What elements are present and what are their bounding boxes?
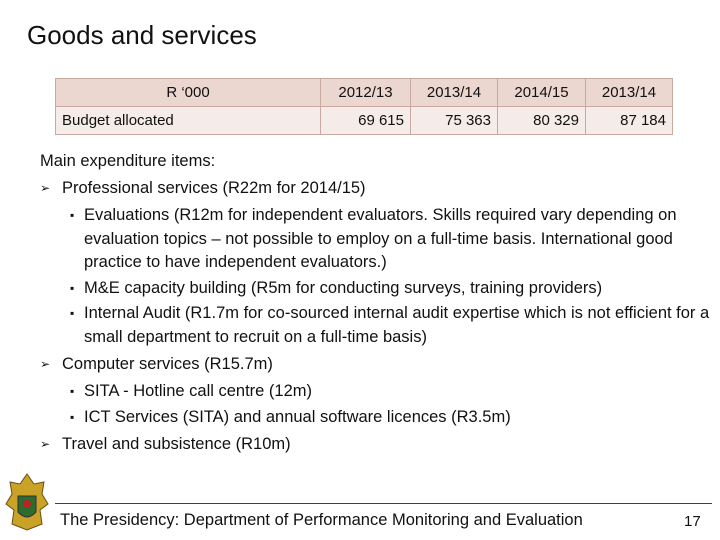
header-cell: 2012/13	[320, 78, 411, 107]
table-header: R ‘000 2012/13 2013/14 2014/15 2013/14	[55, 78, 673, 107]
intro: Main expenditure items:	[40, 152, 216, 170]
sub-bullet: ICT Services (SITA) and annual software …	[40, 406, 712, 430]
footer-rule	[55, 503, 712, 504]
sub-bullet: Evaluations (R12m for independent evalua…	[40, 204, 712, 275]
cell: 87 184	[585, 106, 673, 135]
sub-bullet: Internal Audit (R1.7m for co-sourced int…	[40, 302, 712, 349]
sub-bullet: M&E capacity building (R5m for conductin…	[40, 277, 712, 301]
footer-text: The Presidency: Department of Performanc…	[60, 511, 583, 529]
sub-bullet: SITA - Hotline call centre (12m)	[40, 380, 712, 404]
bullet: Professional services (R22m for 2014/15)	[40, 175, 712, 202]
budget-table: R ‘000 2012/13 2013/14 2014/15 2013/14 B…	[55, 78, 673, 135]
header-cell: R ‘000	[55, 78, 321, 107]
header-cell: 2014/15	[497, 78, 586, 107]
bullet: Computer services (R15.7m)	[40, 351, 712, 378]
page-number: 17	[684, 513, 701, 530]
cell: 69 615	[320, 106, 411, 135]
logo	[5, 473, 49, 531]
header-cell: 2013/14	[585, 78, 673, 107]
cell: 80 329	[497, 106, 586, 135]
body: Main expenditure items: Professional ser…	[40, 148, 712, 458]
cell: 75 363	[410, 106, 498, 135]
bullet: Travel and subsistence (R10m)	[40, 431, 712, 458]
row-label: Budget allocated	[55, 106, 321, 135]
table-row: Budget allocated 69 615 75 363 80 329 87…	[55, 106, 673, 135]
header-cell: 2013/14	[410, 78, 498, 107]
slide-title: Goods and services	[27, 20, 257, 50]
